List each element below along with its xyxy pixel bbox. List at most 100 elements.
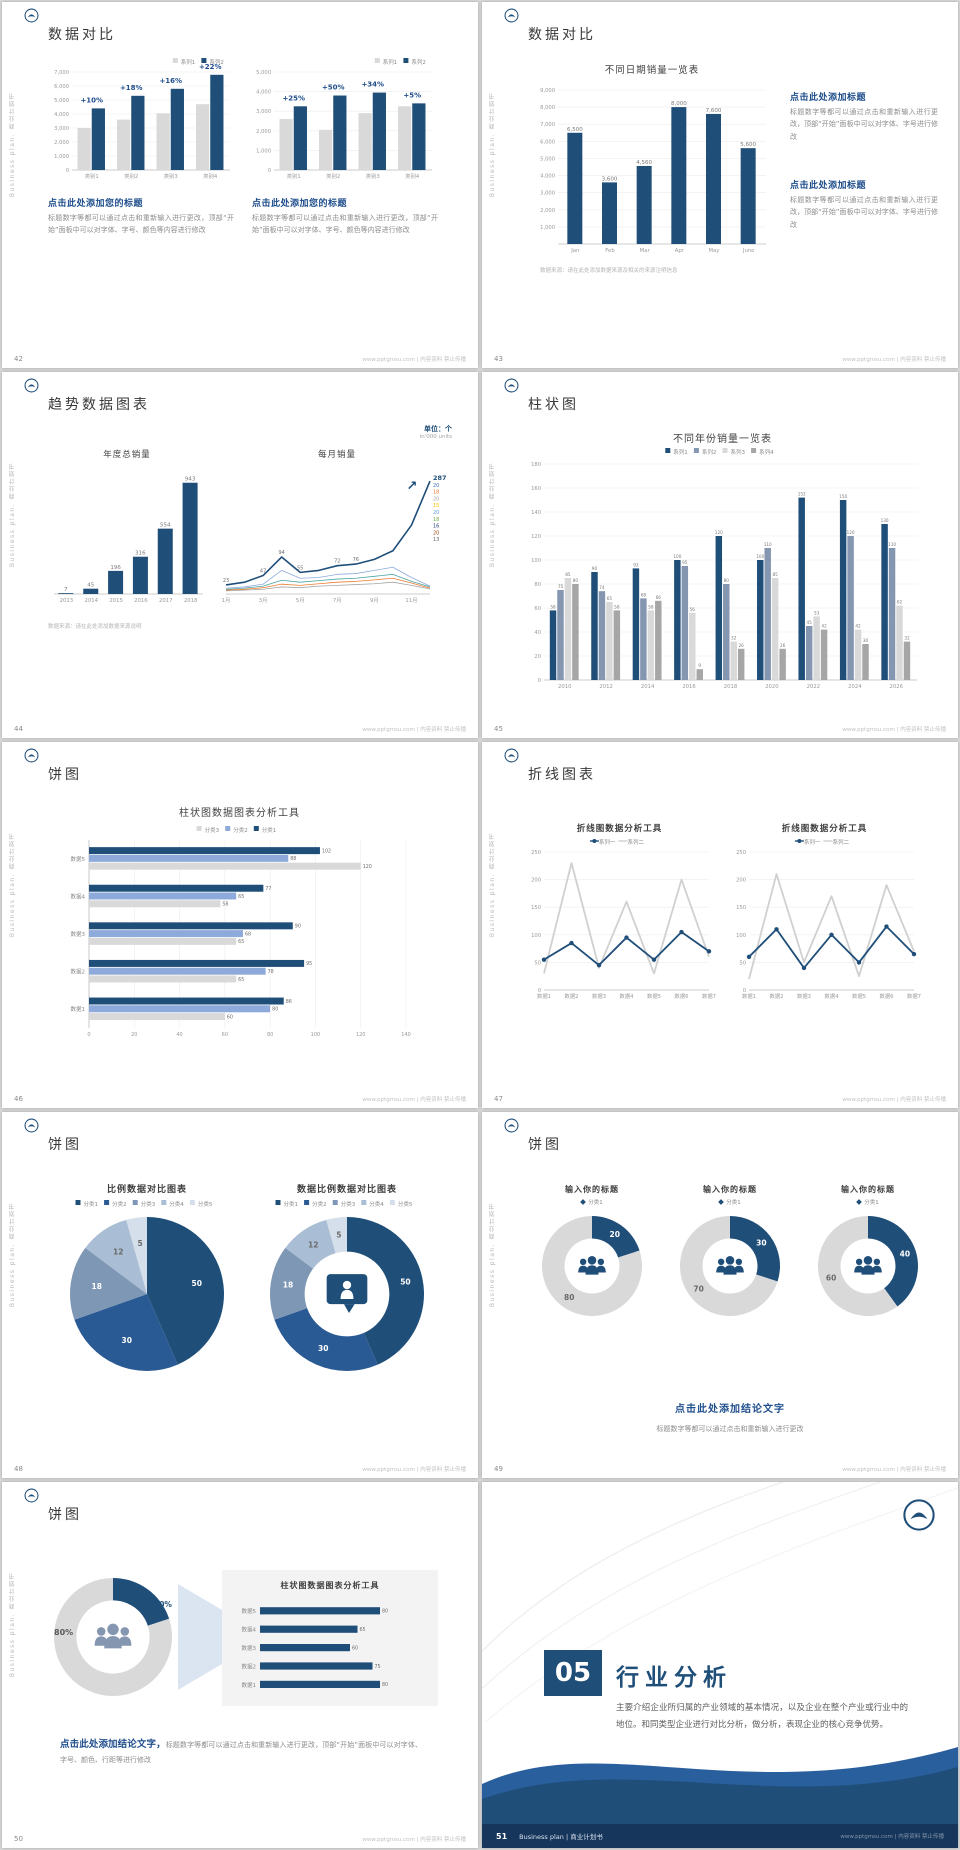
svg-text:数据3: 数据3 — [797, 992, 811, 1000]
svg-text:6,000: 6,000 — [54, 84, 69, 90]
slide-49[interactable]: Business plan. 商业计划书 饼图 输入你的标题 分类1 20 80 … — [482, 1112, 958, 1478]
svg-text:58: 58 — [614, 604, 620, 609]
school-logo-icon — [24, 8, 39, 23]
school-logo-icon — [504, 1118, 519, 1133]
svg-text:数据4: 数据4 — [620, 992, 635, 1000]
unit-en: in'000 units — [419, 434, 452, 440]
svg-text:554: 554 — [160, 523, 171, 529]
footer-watermark: www.pptgmsu.com | 内容资料 禁止传播 — [362, 1467, 466, 1473]
svg-text:↗: ↗ — [407, 479, 418, 494]
svg-text:分类2: 分类2 — [233, 826, 248, 834]
text-block: 点击此处添加您的标题 标题数字等都可以通过点击和重新输入进行更改，顶部“开始”面… — [48, 196, 234, 237]
svg-text:110: 110 — [764, 542, 772, 547]
column-heading: 输入你的标题 — [565, 1185, 619, 1194]
slide-51[interactable]: 05 行业分析 主要介绍企业所归属的产业领域的基本情况，以及企业在整个产业或行业… — [482, 1482, 958, 1848]
donut-chart — [50, 1574, 176, 1700]
donut-chart: 40 60 — [812, 1210, 924, 1322]
school-logo-icon — [24, 748, 39, 763]
svg-text:系列3: 系列3 — [731, 448, 746, 456]
school-logo-icon — [24, 1118, 39, 1133]
svg-text:2013: 2013 — [60, 598, 73, 604]
svg-text:7: 7 — [64, 587, 68, 593]
svg-text:18: 18 — [433, 517, 439, 523]
slide-47[interactable]: Business plan. 商业计划书 折线图表 折线图数据分析工具 折线图数… — [482, 742, 958, 1108]
svg-text:2026: 2026 — [890, 684, 904, 690]
svg-text:0: 0 — [268, 168, 271, 174]
svg-text:58: 58 — [648, 604, 654, 609]
slide-43[interactable]: Business plan. 商业计划书 数据对比 不同日期销量一览表 9,00… — [482, 2, 958, 368]
svg-text:0: 0 — [538, 988, 541, 994]
svg-text:200: 200 — [736, 878, 746, 884]
footer-watermark: www.pptgmsu.com | 内容资料 禁止传播 — [842, 357, 946, 363]
bar-chart-left: 系列1 系列2 7,000 6,000 5,000 4,000 3,000 2,000 1,00… — [46, 56, 234, 182]
svg-text:62: 62 — [897, 600, 903, 605]
svg-text:+5%: +5% — [403, 91, 421, 99]
pie-chart: 分类1 分类2 分类3 分类4 分类5 50 30 18 12 5 — [64, 1198, 230, 1378]
svg-text:70: 70 — [693, 1284, 703, 1293]
slide-45[interactable]: Business plan. 商业计划书 柱状图 不同年份销量一览表 系列1 系列… — [482, 372, 958, 738]
svg-text:2,000: 2,000 — [54, 140, 69, 146]
slide-title: 饼图 — [528, 1137, 562, 1153]
svg-text:数据5: 数据5 — [242, 1607, 257, 1615]
svg-text:2020: 2020 — [765, 684, 779, 690]
svg-text:100: 100 — [756, 554, 764, 559]
svg-text:数据3: 数据3 — [242, 1644, 257, 1652]
svg-text:80: 80 — [272, 1007, 278, 1013]
school-logo-icon — [24, 1488, 39, 1503]
svg-text:Apr: Apr — [675, 248, 685, 254]
svg-text:58: 58 — [550, 604, 556, 609]
svg-text:+50%: +50% — [322, 84, 345, 92]
svg-text:数据4: 数据4 — [825, 992, 840, 1000]
funnel-connector — [178, 1584, 222, 1690]
legend-label: 分类1 — [864, 1200, 879, 1206]
svg-text:140: 140 — [531, 510, 541, 516]
slide-48[interactable]: Business plan. 商业计划书 饼图 比例数据对比图表 数据比例数据对… — [2, 1112, 478, 1478]
side-vertical-text: Business plan. 商业计划书 — [489, 832, 496, 938]
svg-text:数据2: 数据2 — [770, 992, 784, 1000]
donut-column-2: 输入你的标题 分类1 30 70 — [668, 1184, 792, 1322]
svg-text:42: 42 — [821, 624, 827, 629]
donut-chart: 30 70 — [674, 1210, 786, 1322]
svg-text:4,560: 4,560 — [636, 160, 652, 166]
svg-text:类别1: 类别1 — [287, 172, 301, 180]
section-number: 05 — [544, 1650, 602, 1696]
footer-watermark: www.pptgmsu.com | 内容资料 禁止传播 — [362, 357, 466, 363]
slide-42[interactable]: Business plan. 商业计划书 数据对比 系列1 系列2 7,000 6,0… — [2, 2, 478, 368]
side-vertical-text: Business plan. 商业计划书 — [9, 832, 16, 938]
footer-watermark: www.pptgmsu.com | 内容资料 禁止传播 — [362, 1837, 466, 1843]
svg-text:60: 60 — [826, 1273, 836, 1282]
svg-text:16: 16 — [433, 524, 439, 530]
chart-title-right: 数据比例数据对比图表 — [296, 1185, 397, 1195]
slide-title: 饼图 — [48, 767, 82, 783]
bar-chart-right: 系列1 系列2 5,000 4,000 3,000 2,000 1,000 0 类别1 +25% 类… — [248, 56, 436, 182]
svg-text:20: 20 — [433, 530, 439, 536]
svg-text:系列2: 系列2 — [209, 58, 224, 66]
footer-brand: Business plan | 商业计划书 — [519, 1833, 603, 1841]
chart-title-left: 折线图数据分析工具 — [576, 824, 663, 834]
svg-text:1,000: 1,000 — [256, 148, 271, 154]
panel-title: 柱状图数据图表分析工具 — [280, 1581, 380, 1590]
horizontal-bar-chart: 分类3 分类2 分类1 0 20 40 60 80 100 120 140 数据5 102 88 120 数据… — [57, 824, 422, 1042]
page-number: 51 — [496, 1831, 508, 1841]
svg-text:数据2: 数据2 — [242, 1662, 257, 1670]
svg-text:类别2: 类别2 — [326, 172, 340, 180]
diamond-icon — [856, 1199, 863, 1205]
svg-text:8,000: 8,000 — [540, 105, 555, 111]
svg-text:数据5: 数据5 — [71, 855, 86, 863]
svg-text:5,000: 5,000 — [540, 156, 555, 162]
legend-label: 分类1 — [588, 1200, 603, 1206]
slide-46[interactable]: Business plan. 商业计划书 饼图 柱状图数据图表分析工具 分类3 分… — [2, 742, 478, 1108]
donut-column-3: 输入你的标题 分类1 40 60 — [806, 1184, 930, 1322]
slide-50[interactable]: Business plan. 商业计划书 饼图 80% 20% 柱状图数据图表分… — [2, 1482, 478, 1848]
svg-text:26: 26 — [739, 643, 745, 648]
svg-text:80: 80 — [564, 1293, 574, 1302]
data-source-note: 数据来源：请在此处添加数据来源及相关的来源注明信息 — [540, 268, 678, 274]
diamond-icon — [580, 1199, 587, 1205]
svg-text:2010: 2010 — [558, 684, 572, 690]
slide-44[interactable]: Business plan. 商业计划书 趋势数据图表 单位：个 in'000 … — [2, 372, 478, 738]
svg-text:50: 50 — [400, 1277, 410, 1286]
svg-text:80: 80 — [382, 1682, 388, 1688]
chart-title: 柱状图数据图表分析工具 — [179, 808, 300, 819]
svg-text:30: 30 — [863, 638, 869, 643]
